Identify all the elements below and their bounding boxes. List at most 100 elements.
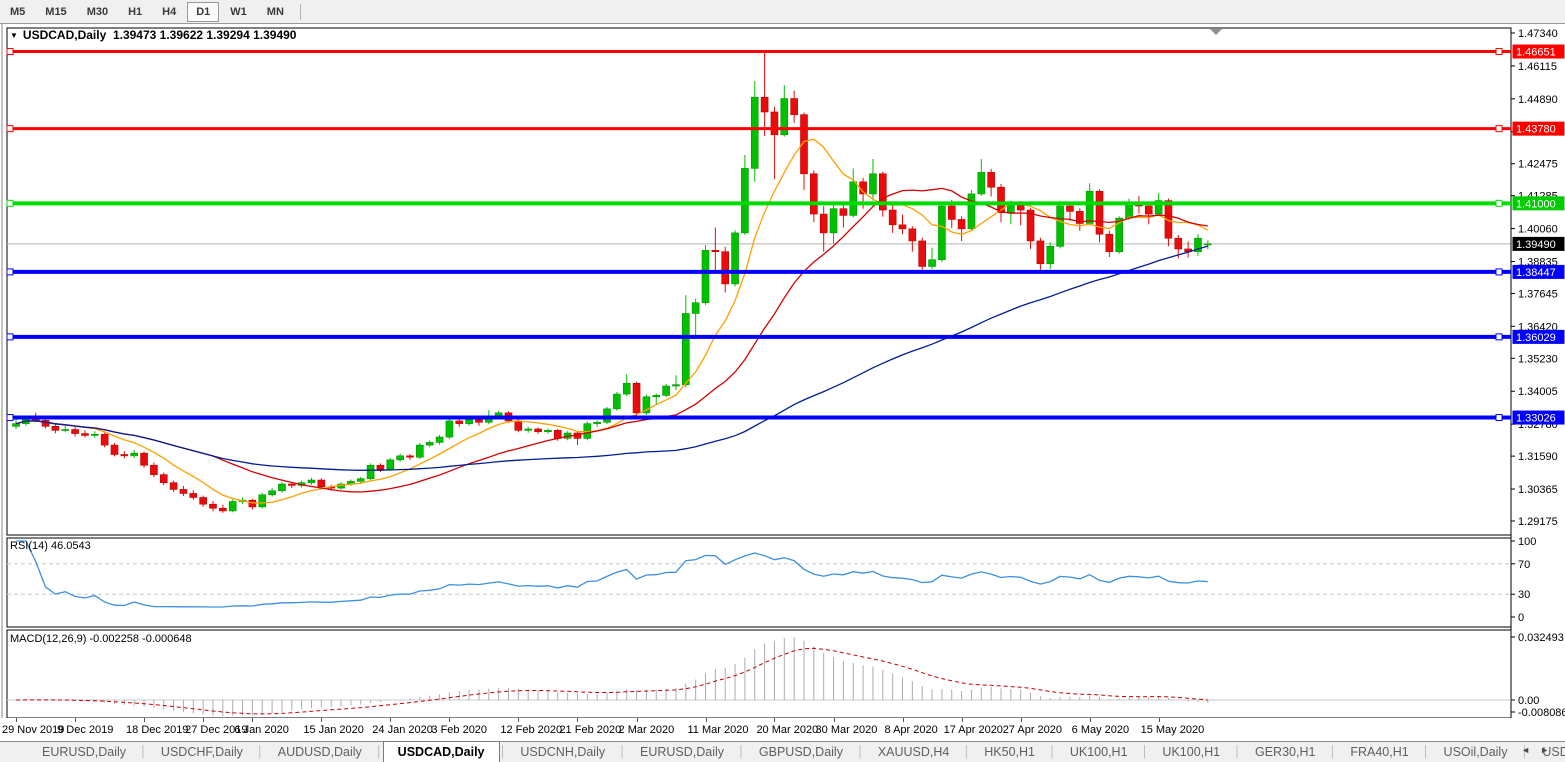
tab-separator: │ [1141, 746, 1149, 758]
date-tick-mark [902, 718, 904, 722]
symbol-tab-hk50-8[interactable]: HK50,H1 [984, 745, 1035, 759]
symbol-tab-usdjpy-14[interactable]: USDJPY,H1 [1542, 745, 1565, 759]
symbol-tab-audusd-2[interactable]: AUDUSD,Daily [277, 745, 362, 759]
symbol-tab-ger30-11[interactable]: GER30,H1 [1254, 745, 1316, 759]
tab-separator: │ [1048, 746, 1056, 758]
date-axis-label: 24 Jan 2020 [372, 724, 433, 736]
macd-axis-tick: -0.008086 [1518, 707, 1565, 718]
price-badge-label: 1.39490 [1516, 239, 1556, 251]
rsi-axis-tick: 0 [1518, 612, 1524, 624]
rsi-indicator-label: RSI(14) 46.0543 [10, 540, 91, 552]
date-tick-mark [518, 718, 520, 722]
chart-canvas[interactable]: 1.473401.461151.448901.436651.424751.412… [0, 24, 1565, 718]
symbol-tab-gbpusd-6[interactable]: GBPUSD,Daily [758, 745, 843, 759]
date-axis-label: 12 Feb 2020 [500, 724, 563, 736]
date-tick-mark [1089, 718, 1091, 722]
date-tick-mark [390, 718, 392, 722]
date-axis-label: 17 Apr 2020 [943, 724, 1003, 736]
date-tick-mark [144, 718, 146, 722]
date-axis-label: 9 Dec 2019 [57, 724, 114, 736]
rsi-axis-tick: 100 [1518, 536, 1536, 548]
timeframe-button-h1[interactable]: H1 [128, 5, 143, 18]
symbol-tab-fra40-12[interactable]: FRA40,H1 [1350, 745, 1409, 759]
symbol-tab-uk100-10[interactable]: UK100,H1 [1162, 745, 1221, 759]
hline-handle[interactable] [1495, 199, 1503, 207]
chart-title-symbol: USDCAD,Daily [22, 28, 107, 42]
symbol-tab-eurusd-0[interactable]: EURUSD,Daily [42, 745, 127, 759]
symbol-tab-usdcnh-4[interactable]: USDCNH,Daily [520, 745, 606, 759]
symbol-tab-eurusd-5[interactable]: EURUSD,Daily [639, 745, 725, 759]
chart-area[interactable]: 1.473401.461151.448901.436651.424751.412… [0, 24, 1565, 718]
price-axis-tick: 1.42475 [1518, 159, 1558, 171]
main-pane[interactable] [6, 27, 1512, 536]
symbol-tab-usoil-13[interactable]: USOil,Daily [1443, 745, 1508, 759]
price-badge [1512, 329, 1565, 344]
tab-separator: │ [1329, 746, 1337, 758]
symbol-tab-usdchf-1[interactable]: USDCHF,Daily [160, 745, 243, 759]
timeframe-button-m30[interactable]: M30 [86, 5, 109, 18]
tab-separator: │ [256, 746, 264, 758]
date-axis-label: 2 Mar 2020 [618, 724, 675, 736]
tab-scroll-right-icon[interactable]: ► [1540, 745, 1559, 755]
symbol-tab-xauusd-7[interactable]: XAUUSD,H4 [877, 745, 950, 759]
macd-axis-tick: 0.00 [1518, 695, 1539, 707]
date-tick-mark [252, 718, 254, 722]
price-badge-label: 1.43780 [1516, 124, 1556, 136]
price-badge [1512, 196, 1565, 211]
date-tick-mark [705, 718, 707, 722]
date-axis-label: 11 Mar 2020 [687, 724, 749, 736]
symbol-tab-uk100-9[interactable]: UK100,H1 [1069, 745, 1128, 759]
date-tick-mark [833, 718, 835, 722]
hline-handle[interactable] [6, 199, 14, 207]
date-axis-label: 27 Apr 2020 [1002, 724, 1063, 736]
date-axis-label: 30 Mar 2020 [815, 724, 878, 736]
tab-separator: │ [856, 746, 864, 758]
price-axis-tick: 1.29175 [1518, 516, 1558, 528]
tab-scroll-left-icon[interactable]: ◄ [1521, 745, 1541, 755]
date-axis-label: 3 Feb 2020 [431, 724, 488, 736]
tab-scroll-arrows: ◄► [1521, 745, 1559, 755]
timeframe-button-m15[interactable]: M15 [45, 5, 67, 18]
hline-handle[interactable] [1495, 333, 1503, 341]
hline-handle[interactable] [1495, 125, 1503, 133]
hline-handle[interactable] [1495, 268, 1503, 276]
symbol-tab-bar: EURUSD,Daily │ USDCHF,Daily │ AUDUSD,Daily │ U… [0, 741, 1565, 762]
price-badge [1512, 121, 1565, 136]
date-tick-mark [636, 718, 638, 722]
tab-separator: │ [499, 746, 507, 758]
symbol-dropdown-icon[interactable]: ▼ [10, 31, 18, 40]
tab-separator: │ [375, 746, 383, 758]
hline-handle[interactable] [1495, 48, 1503, 56]
rsi-axis-tick: 30 [1518, 589, 1530, 601]
date-tick-mark [577, 718, 579, 722]
date-tick-mark [203, 718, 205, 722]
hline-handle[interactable] [6, 268, 14, 276]
date-tick-mark [1020, 718, 1022, 722]
symbol-tab-usdcad-3[interactable]: USDCAD,Daily [382, 741, 500, 762]
timeframe-button-m5[interactable]: M5 [10, 5, 26, 18]
hline-handle[interactable] [6, 125, 14, 133]
price-badge [1512, 264, 1565, 279]
tab-separator: │ [1521, 746, 1529, 758]
timeframe-button-w1[interactable]: W1 [230, 5, 247, 18]
rsi-pane[interactable] [6, 537, 1512, 628]
hline-handle[interactable] [1495, 414, 1503, 422]
timeframe-button-h4[interactable]: H4 [162, 5, 177, 18]
timeframe-button-mn[interactable]: MN [266, 5, 284, 18]
price-axis-tick: 1.46115 [1518, 61, 1557, 73]
price-axis-tick: 1.31590 [1518, 451, 1558, 463]
tab-separator: │ [1234, 746, 1241, 758]
macd-indicator-label: MACD(12,26,9) -0.002258 -0.000648 [10, 633, 192, 645]
timeframe-button-d1[interactable]: D1 [187, 1, 220, 22]
price-badge-label: 1.36029 [1516, 332, 1556, 344]
price-badge-label: 1.41000 [1516, 198, 1556, 210]
hline-handle[interactable] [6, 333, 14, 341]
macd-histogram [25, 637, 1209, 717]
date-tick-mark [16, 718, 17, 722]
date-axis[interactable]: 29 Nov 2019 9 Dec 2019 18 Dec 2019 27 Dec 2… [0, 718, 1565, 741]
hline-handle[interactable] [6, 48, 14, 56]
chart-shift-marker-icon [1210, 29, 1222, 35]
macd-pane[interactable] [6, 629, 1512, 718]
date-axis-label: 15 Jan 2020 [303, 724, 364, 736]
hline-handle[interactable] [6, 414, 14, 422]
